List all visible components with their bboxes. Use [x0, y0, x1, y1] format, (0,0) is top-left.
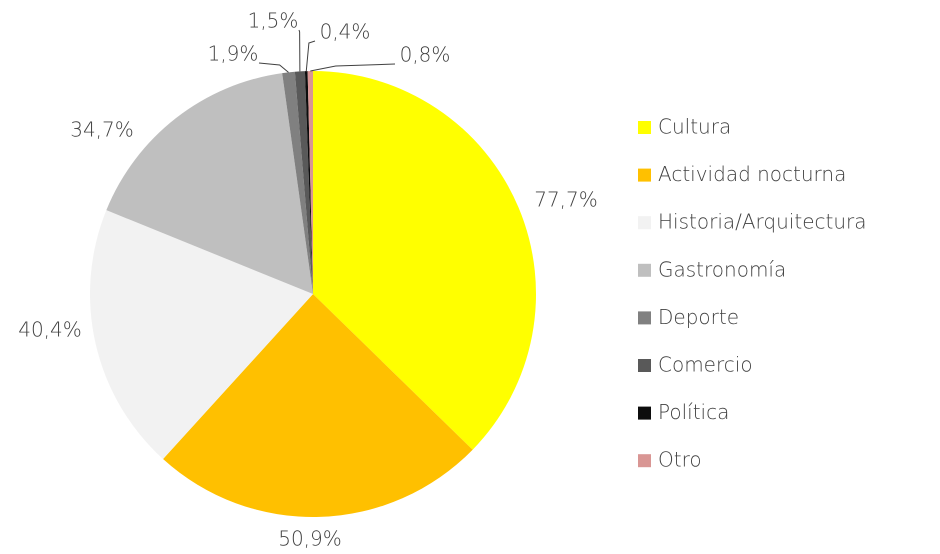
pie-slice — [282, 71, 313, 294]
data-label: 1,5% — [248, 9, 299, 33]
leader-line — [298, 29, 301, 72]
leader-line — [258, 62, 289, 73]
pie-slice — [304, 71, 313, 294]
legend-label: Política — [658, 400, 729, 424]
pie-slice — [307, 71, 313, 294]
pie-slice — [90, 210, 314, 460]
pie-slice — [163, 294, 473, 517]
legend-label: Otro — [658, 448, 702, 472]
legend-label: Cultura — [658, 115, 731, 139]
legend-swatch — [638, 168, 651, 182]
pie-slice — [313, 71, 537, 450]
data-label: 1,9% — [208, 42, 259, 66]
legend-label: Actividad nocturna — [658, 162, 846, 186]
legend-swatch — [638, 359, 651, 372]
data-label: 0,8% — [400, 43, 451, 67]
legend-label: Comercio — [658, 353, 753, 377]
legend-label: Historia/Arquitectura — [658, 210, 867, 234]
legend-swatch — [638, 406, 651, 420]
legend-label: Gastronomía — [658, 257, 786, 281]
leader-line — [310, 63, 396, 72]
legend-swatch — [638, 454, 651, 468]
data-label: 34,7% — [70, 118, 134, 142]
data-label: 0,4% — [320, 20, 371, 44]
leader-line — [305, 40, 316, 72]
pie-slice — [106, 73, 313, 295]
pie-slice — [294, 71, 313, 294]
data-label: 77,7% — [534, 188, 598, 212]
legend-label: Deporte — [658, 305, 739, 329]
data-label: 50,9% — [278, 527, 342, 551]
legend-swatch — [638, 311, 651, 325]
legend-swatch — [638, 263, 651, 277]
data-label: 40,4% — [18, 318, 82, 342]
legend-swatch — [638, 216, 651, 230]
legend-swatch — [638, 121, 651, 134]
